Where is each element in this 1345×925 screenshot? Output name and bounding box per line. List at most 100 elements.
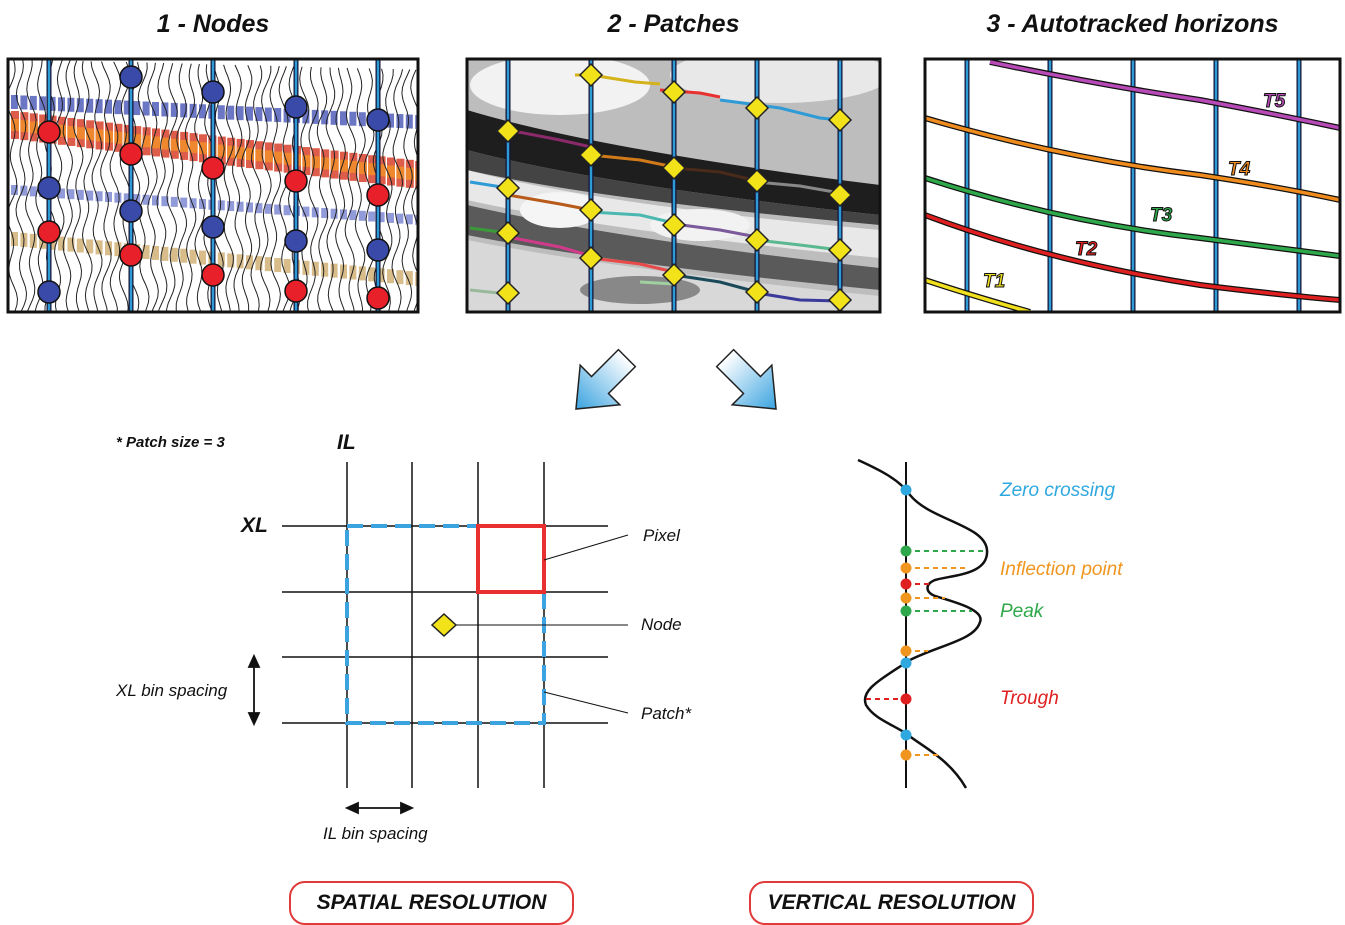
wiggle-fill-orange	[170, 138, 179, 151]
wiggle-fill-blue	[123, 193, 131, 204]
wiggle-fill-orange	[76, 127, 85, 140]
node-blue	[37, 176, 61, 200]
node-blue	[119, 65, 143, 89]
wiggle-fill-ochre	[217, 252, 225, 267]
wiggle-fill-orange	[358, 162, 367, 175]
wiggle-fill-ochre	[189, 249, 197, 264]
node-blue	[37, 280, 61, 304]
wiggle-trace	[184, 63, 197, 312]
pixel-label: Pixel	[643, 526, 680, 545]
xl-axis-label: XL	[241, 514, 268, 537]
wiggle-fill-orange	[321, 157, 330, 170]
patch-segment	[756, 180, 841, 195]
wiggle-fill-blue	[349, 111, 357, 126]
wiggle-trace	[71, 60, 84, 312]
wiggle-fill-blue	[86, 98, 94, 113]
wiggle-fill-blue	[161, 102, 169, 117]
wiggle-trace	[90, 61, 103, 312]
wiggle-fill-orange	[302, 155, 311, 168]
wiggle-fill-blue	[170, 196, 178, 207]
node-blue	[284, 95, 308, 119]
wiggle-fill-blue	[274, 108, 282, 123]
wiggle-fill-ochre	[76, 238, 84, 253]
wiggle-fill-orange	[142, 135, 151, 148]
wiggle-fill-blue	[358, 210, 366, 221]
wiggle-trace	[325, 67, 337, 312]
horizon-lines	[925, 59, 1340, 312]
wiggle-fill-blue	[387, 113, 394, 128]
node-label: Node	[641, 615, 682, 634]
wiggle-fill-blue	[20, 185, 28, 196]
wiggle-fill-orange	[264, 150, 273, 163]
wiggle-trace	[307, 66, 319, 312]
wiggle-fill-blue	[76, 189, 84, 200]
patch-diamonds	[495, 62, 853, 312]
wiggle-fill-blue	[86, 190, 94, 201]
wiggle-trace	[137, 62, 150, 312]
wiggle-fill-blue	[340, 209, 347, 220]
wiggle-fill-ochre	[58, 236, 65, 251]
peak-label: Peak	[1000, 601, 1044, 622]
node-diamond-icon	[661, 79, 687, 105]
wiggle-fill-blue	[11, 95, 18, 109]
vertical-resolution-badge: VERTICAL RESOLUTION	[749, 881, 1034, 925]
wiggle-trace	[109, 61, 122, 312]
xl-bin-spacing-label: XL bin spacing	[116, 681, 228, 700]
node-diamond-icon	[744, 227, 770, 253]
node-diamond-icon	[495, 220, 521, 246]
wiggle-fill-ochre	[236, 254, 244, 269]
wiggle-fill-ochre	[349, 265, 357, 280]
wiggle-fill-orange	[123, 132, 132, 145]
wiggle-fill-blue	[133, 101, 141, 116]
wiggle-fill-blue	[311, 207, 319, 218]
wiggle-fill-blue	[180, 103, 188, 118]
node-diamond-icon	[661, 212, 687, 238]
node-diamond-icon	[430, 612, 458, 638]
wiggle-fill-blue	[227, 201, 235, 212]
panel-nodes-frame	[6, 57, 420, 314]
pixel-square	[476, 524, 546, 594]
wiggle-fill-orange	[349, 160, 358, 173]
wiggle-fill-ochre	[67, 237, 75, 252]
arrow-to-vertical-icon	[715, 348, 777, 410]
node-diamond-icon	[578, 142, 604, 168]
node-diamond-icon	[495, 280, 521, 306]
patch-segment	[507, 193, 592, 212]
wiggle-fill-blue	[142, 101, 150, 116]
wiggle-fill-ochre	[11, 232, 18, 246]
wiggle-fill-orange	[189, 141, 198, 154]
wiggle-fill-blue	[246, 202, 253, 213]
panel-horizons	[925, 59, 1340, 312]
wiggle-fill-blue	[152, 195, 159, 206]
wiggle-fill-ochre	[95, 240, 103, 255]
wiggle-fill-orange	[246, 148, 254, 161]
wiggle-trace	[316, 67, 329, 312]
patch-size-note: * Patch size = 3	[116, 434, 225, 451]
wiggle-fill-ochre	[264, 257, 272, 272]
node-diamond-icon	[578, 62, 604, 88]
node-blue	[366, 108, 390, 132]
node-markers	[37, 65, 390, 310]
callout-lines	[456, 534, 629, 714]
il-bin-spacing-label: IL bin spacing	[323, 824, 428, 843]
wiggle-trace	[232, 64, 244, 312]
horizon-t5	[989, 60, 1340, 130]
node-diamond-icon	[827, 107, 853, 133]
wiggle-fill-blue	[29, 95, 37, 110]
wiggle-fill-blue	[189, 198, 197, 209]
node-diamond-icon	[827, 182, 853, 208]
node-red	[37, 120, 61, 144]
wiggle-fill-ochre	[283, 258, 291, 273]
panel-patches-frame	[465, 57, 882, 314]
node-red	[119, 142, 143, 166]
wiggle-fill-orange	[340, 159, 348, 172]
node-diamond-icon	[744, 279, 770, 305]
wiggle-fill-orange	[11, 119, 19, 131]
wiggle-trace	[410, 69, 418, 312]
patch-segment	[673, 222, 758, 239]
node-diamond-icon	[661, 262, 687, 288]
wiggle-fill-blue	[255, 107, 263, 122]
wiggle-fill-orange	[133, 134, 142, 147]
spatial-resolution-badge: SPATIAL RESOLUTION	[289, 881, 574, 925]
